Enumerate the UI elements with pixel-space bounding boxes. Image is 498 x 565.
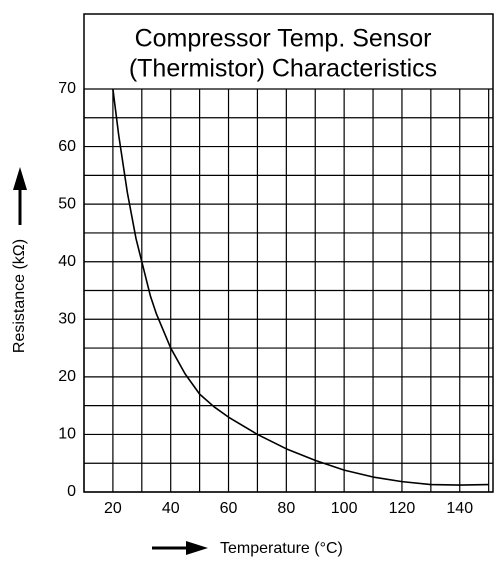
y-tick-label: 30 [58, 311, 76, 328]
x-axis-label: Temperature (°C) [220, 540, 343, 557]
y-tick-label: 40 [58, 253, 76, 270]
chart-title-line: Compressor Temp. Sensor [135, 25, 432, 53]
y-tick-label: 0 [67, 483, 76, 500]
chart-title-line: (Thermistor) Characteristics [129, 55, 437, 83]
data-line [112, 88, 489, 486]
y-tick-label: 20 [58, 368, 76, 385]
x-tick-label: 120 [389, 500, 416, 517]
plot-frame [83, 13, 494, 493]
x-tick-label: 140 [446, 500, 473, 517]
x-tick-label: 60 [220, 500, 238, 517]
x-arrow [152, 541, 208, 555]
y-tick-label: 50 [58, 195, 76, 212]
y-tick-label: 70 [58, 80, 76, 97]
y-arrow [13, 167, 27, 225]
x-tick-label: 40 [162, 500, 180, 517]
y-tick-label: 10 [58, 426, 76, 443]
x-tick-label: 20 [104, 500, 122, 517]
x-tick-label: 100 [331, 500, 358, 517]
y-axis-label: Resistance (kΩ) [11, 239, 28, 353]
y-tick-label: 60 [58, 138, 76, 155]
x-tick-label: 80 [277, 500, 295, 517]
